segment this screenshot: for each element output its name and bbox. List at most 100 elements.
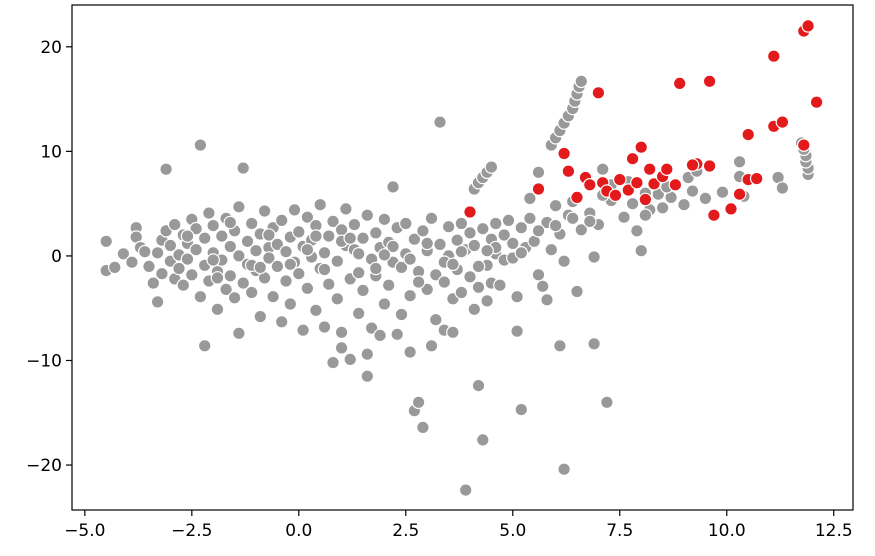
data-point	[775, 181, 790, 195]
data-point	[330, 254, 345, 269]
data-point	[484, 160, 499, 174]
data-point	[505, 236, 520, 251]
data-point	[223, 268, 238, 283]
data-point	[321, 229, 336, 243]
data-point	[167, 217, 182, 232]
data-point	[424, 338, 439, 353]
data-point	[313, 197, 327, 212]
data-point	[150, 295, 165, 309]
x-tick-label: −2.5	[171, 521, 212, 541]
data-point	[582, 214, 597, 229]
data-point	[458, 483, 473, 497]
data-point	[360, 369, 375, 383]
data-point	[480, 294, 494, 308]
data-point	[330, 291, 345, 306]
data-point	[253, 260, 268, 275]
y-tick-label: 0	[51, 247, 62, 267]
data-point	[249, 243, 263, 258]
data-point	[621, 183, 636, 197]
data-point	[189, 242, 203, 257]
data-point	[279, 244, 293, 259]
y-tick-label: 20	[40, 38, 62, 58]
data-point	[591, 86, 606, 100]
data-point	[510, 324, 524, 338]
data-point	[411, 395, 426, 410]
data-point	[232, 200, 246, 214]
data-point	[454, 244, 469, 259]
data-point	[809, 95, 824, 109]
data-point	[373, 328, 387, 343]
data-point	[206, 218, 220, 233]
data-point	[749, 171, 764, 186]
data-point	[475, 433, 490, 447]
data-point	[244, 216, 259, 231]
data-point	[732, 155, 747, 169]
y-tick-label: 10	[40, 142, 62, 162]
data-point	[368, 261, 383, 276]
data-point	[446, 325, 460, 340]
data-point	[553, 338, 567, 353]
data-point	[403, 252, 417, 266]
data-point	[215, 229, 229, 243]
data-point	[634, 140, 648, 154]
data-point	[227, 290, 242, 305]
data-point	[514, 402, 529, 417]
data-point	[467, 238, 482, 253]
series-0	[99, 74, 815, 497]
x-tick-label: −5.0	[64, 521, 105, 541]
data-point	[317, 320, 332, 334]
data-point	[531, 224, 546, 238]
data-point	[244, 285, 259, 300]
x-tick-label: 0.0	[285, 521, 312, 541]
data-point	[317, 246, 332, 260]
data-point	[659, 162, 674, 176]
data-point	[138, 244, 152, 259]
data-point	[454, 285, 469, 300]
data-point	[172, 261, 186, 276]
x-tick-label: 7.5	[606, 521, 633, 541]
data-point	[236, 161, 250, 175]
data-point	[291, 266, 306, 281]
data-point	[535, 279, 550, 294]
data-point	[300, 242, 315, 257]
data-point	[715, 185, 730, 199]
data-point	[296, 323, 310, 337]
data-point	[368, 226, 383, 240]
data-point	[300, 281, 315, 296]
data-point	[630, 175, 644, 190]
data-point	[232, 249, 246, 263]
data-point	[428, 312, 443, 327]
data-point	[475, 221, 490, 236]
data-point	[428, 267, 443, 282]
data-point	[347, 217, 362, 232]
data-point	[266, 289, 280, 304]
data-point	[608, 188, 623, 203]
data-point	[223, 239, 238, 254]
data-point	[150, 246, 165, 260]
data-point	[544, 242, 559, 257]
data-point	[411, 275, 426, 289]
data-point	[262, 251, 276, 265]
data-point	[493, 278, 507, 292]
data-point	[488, 216, 503, 231]
data-point	[531, 182, 546, 196]
data-point	[514, 246, 529, 260]
data-point	[668, 178, 683, 192]
series-1	[463, 19, 824, 222]
data-point	[206, 253, 220, 267]
data-point	[403, 345, 417, 359]
data-point	[155, 266, 169, 281]
data-point	[634, 243, 648, 258]
data-point	[291, 225, 306, 239]
data-point	[326, 214, 340, 229]
data-point	[189, 221, 203, 236]
data-point	[108, 260, 122, 275]
data-point	[416, 224, 430, 238]
data-point	[270, 237, 285, 252]
data-point	[351, 265, 366, 280]
data-point	[356, 231, 370, 245]
data-point	[142, 259, 156, 274]
data-point	[326, 355, 340, 370]
data-point	[707, 208, 721, 222]
data-point	[334, 325, 349, 340]
